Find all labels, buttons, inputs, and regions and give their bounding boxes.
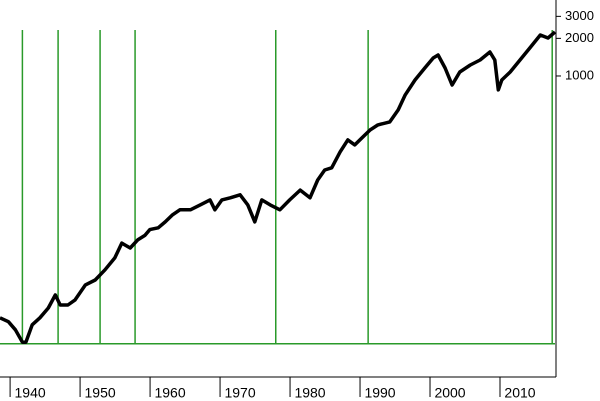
y-tick-label: 1000: [565, 67, 594, 82]
x-tick-label: 2000: [434, 385, 465, 401]
x-tick-label: 1940: [15, 385, 46, 401]
x-tick-label: 1970: [224, 385, 255, 401]
x-tick-label: 2010: [504, 385, 535, 401]
y-tick-label: 3000: [565, 8, 594, 23]
price-line: [0, 30, 557, 344]
x-tick-label: 1980: [294, 385, 325, 401]
x-tick-label: 1990: [364, 385, 395, 401]
y-tick-label: 2000: [565, 30, 594, 45]
x-tick-label: 1950: [85, 385, 116, 401]
x-tick-label: 1960: [154, 385, 185, 401]
